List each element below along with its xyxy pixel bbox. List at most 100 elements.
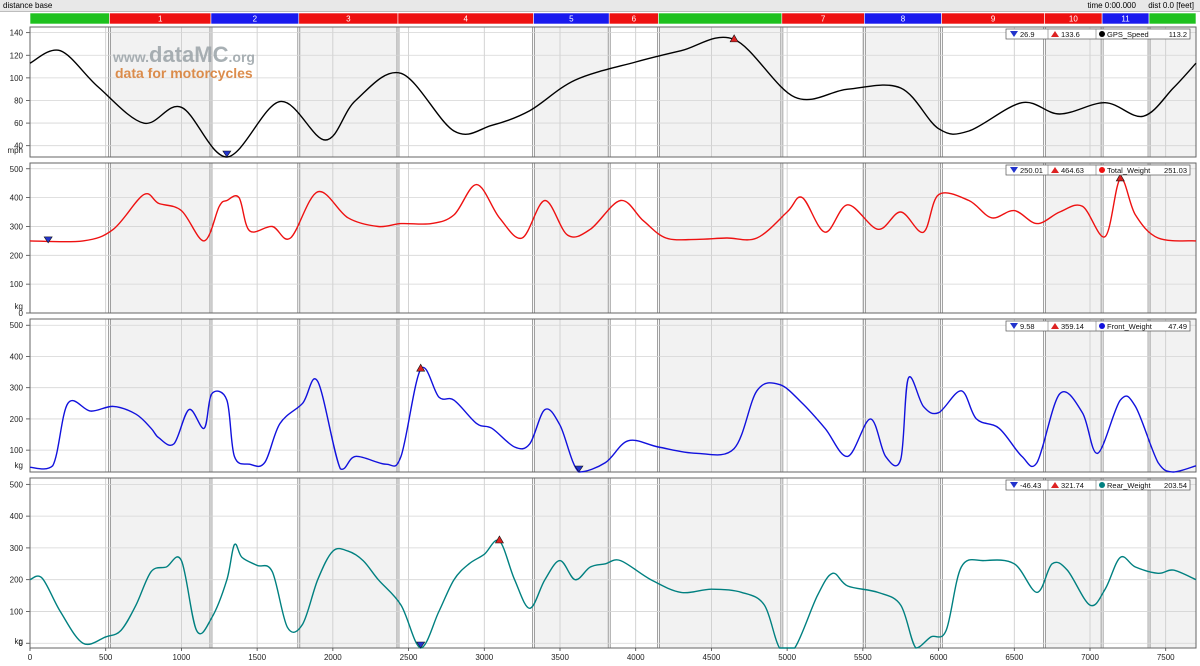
panel-background	[30, 163, 1196, 313]
segment-shade	[658, 478, 782, 648]
segment-shade	[864, 478, 942, 648]
segment-shade	[109, 478, 211, 648]
x-tick-label: 4000	[627, 653, 645, 662]
segment-shade	[1149, 478, 1196, 648]
x-tick-label: 5500	[854, 653, 872, 662]
segment-shade	[864, 163, 942, 313]
legend-max-icon	[1051, 482, 1059, 488]
series-line-gps_speed[interactable]	[29, 36, 1197, 158]
segment-shade	[1149, 163, 1196, 313]
legend-current-value: 203.54	[1164, 481, 1187, 490]
segment-label: 6	[632, 15, 637, 24]
x-tick-label: 3500	[551, 653, 569, 662]
series-line-front_weight[interactable]	[29, 366, 1197, 473]
unit-label: kg	[15, 637, 23, 646]
watermark-main: dataMC	[149, 42, 229, 67]
segment-label: 5	[569, 15, 574, 24]
series-line-total_weight[interactable]	[29, 178, 1197, 243]
legend-min-value: 250.01	[1020, 166, 1043, 175]
segment-block-straight-13[interactable]	[1148, 12, 1197, 25]
cursor-readout: time 0:00.000 dist 0.0 [feet]	[1077, 0, 1194, 11]
panel-border	[29, 26, 1197, 158]
segment-shade	[298, 478, 398, 648]
y-tick-label: 60	[14, 119, 23, 128]
segment-label: 10	[1069, 15, 1078, 24]
panel-border	[29, 318, 1197, 473]
segment-shade	[533, 163, 610, 313]
series-line-rear_weight[interactable]	[29, 539, 1197, 649]
segment-shade	[658, 319, 782, 472]
dist-readout: dist 0.0 [feet]	[1148, 1, 1194, 10]
segment-shade	[658, 27, 782, 157]
segment-shade	[1149, 27, 1196, 157]
legend-box[interactable]	[1005, 479, 1191, 491]
legend-series-name: Rear_Weight	[1107, 481, 1152, 490]
legend-series-icon	[1099, 323, 1105, 329]
segment-shade	[1044, 27, 1103, 157]
segment-shade	[109, 163, 211, 313]
segment-label: 3	[346, 15, 351, 24]
x-tick-label: 5000	[778, 653, 796, 662]
segment-shade	[1044, 163, 1103, 313]
legend-series-icon	[1099, 482, 1105, 488]
legend-max-value: 359.14	[1061, 322, 1084, 331]
y-tick-label: 400	[10, 194, 24, 203]
legend-min-icon	[1010, 323, 1018, 329]
y-tick-label: 100	[10, 607, 24, 616]
legend-current-value: 47.49	[1168, 322, 1187, 331]
min-marker	[416, 641, 426, 649]
max-marker	[494, 535, 504, 544]
legend-series-name: Total_Weight	[1107, 166, 1151, 175]
segment-shade	[298, 163, 398, 313]
legend-min-icon	[1010, 31, 1018, 37]
y-tick-label: 500	[10, 321, 24, 330]
unit-label: kg	[15, 302, 23, 311]
max-marker	[729, 34, 739, 43]
legend-min-value: 26.9	[1020, 30, 1035, 39]
legend-min-value: -46.43	[1020, 481, 1041, 490]
legend-max-icon	[1051, 31, 1059, 37]
x-tick-label: 4500	[703, 653, 721, 662]
segment-shade	[298, 319, 398, 472]
watermark-suffix: .org	[229, 49, 255, 65]
panel-background	[30, 478, 1196, 648]
y-tick-label: 500	[10, 165, 24, 174]
x-tick-label: 7500	[1157, 653, 1175, 662]
y-tick-label: 500	[10, 480, 24, 489]
x-tick-label: 7000	[1081, 653, 1099, 662]
legend-series-icon	[1099, 167, 1105, 173]
x-tick-label: 0	[28, 653, 33, 662]
x-tick-label: 2000	[324, 653, 342, 662]
legend-max-value: 464.63	[1061, 166, 1084, 175]
segment-shade	[109, 27, 211, 157]
legend-current-value: 251.03	[1164, 166, 1187, 175]
legend-current-value: 113.2	[1169, 30, 1187, 39]
x-tick-label: 3000	[475, 653, 493, 662]
segment-shade	[533, 478, 610, 648]
segment-block-straight-7[interactable]	[658, 12, 783, 25]
panel-border	[29, 162, 1197, 314]
segment-label: 11	[1121, 15, 1130, 24]
legend-series-icon	[1099, 31, 1105, 37]
y-tick-label: 300	[10, 222, 24, 231]
min-marker	[222, 150, 232, 158]
legend-box[interactable]	[1005, 320, 1191, 332]
chart-area[interactable]: 1 2 3 4 5 6 7 8 9 10 11 40 60 80 100 120 140 mph 26.9 133.6…	[0, 12, 1200, 666]
y-tick-label: 400	[10, 352, 24, 361]
max-marker	[1115, 173, 1125, 182]
legend-box[interactable]	[1005, 164, 1191, 176]
y-tick-label: 300	[10, 544, 24, 553]
segment-shade	[533, 319, 610, 472]
legend-max-icon	[1051, 323, 1059, 329]
segment-label: 4	[464, 15, 469, 24]
y-tick-label: 200	[10, 415, 24, 424]
x-tick-label: 6000	[930, 653, 948, 662]
segment-shade	[533, 27, 610, 157]
segment-label: 9	[991, 15, 996, 24]
y-tick-label: 120	[10, 51, 24, 60]
min-marker	[43, 236, 53, 244]
legend-max-icon	[1051, 167, 1059, 173]
segment-block-straight-0[interactable]	[29, 12, 110, 25]
legend-box[interactable]	[1005, 28, 1191, 40]
